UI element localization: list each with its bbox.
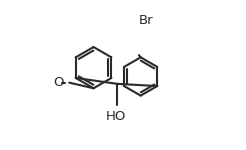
Text: HO: HO xyxy=(106,110,126,123)
Text: Br: Br xyxy=(139,14,154,27)
Text: O: O xyxy=(53,76,64,89)
